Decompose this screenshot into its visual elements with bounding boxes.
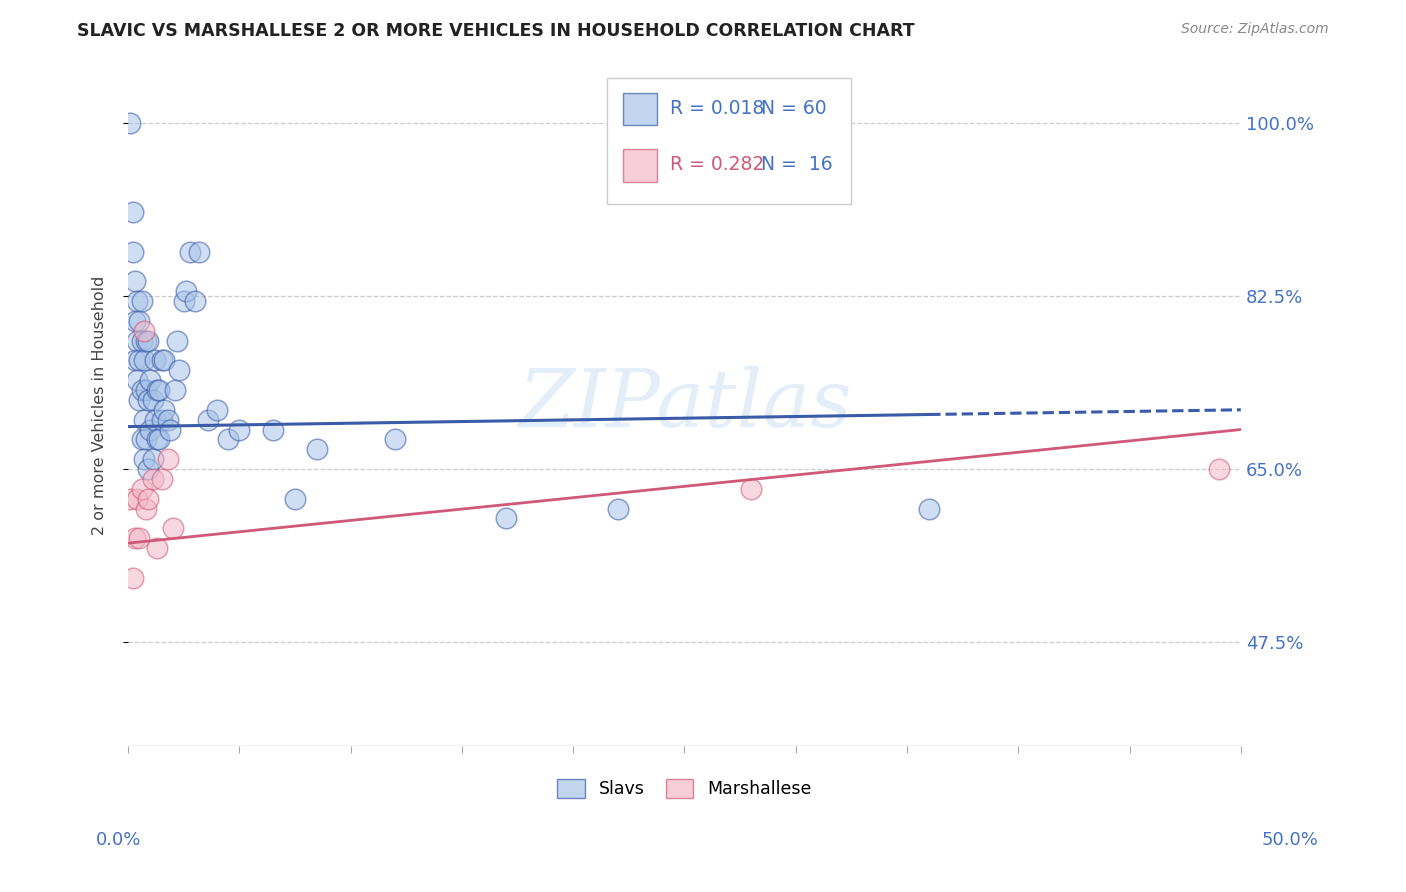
Point	[307, 442, 329, 457]
Y-axis label: 2 or more Vehicles in Household: 2 or more Vehicles in Household	[93, 275, 107, 534]
Point	[188, 244, 211, 259]
Point	[136, 462, 159, 476]
Point	[121, 205, 143, 219]
Point	[918, 501, 941, 516]
Point	[139, 373, 162, 387]
Point	[173, 294, 195, 309]
Text: ZIPatlas: ZIPatlas	[517, 366, 851, 443]
Point	[142, 452, 165, 467]
Point	[148, 433, 170, 447]
Point	[159, 423, 181, 437]
Point	[495, 511, 517, 525]
Text: N = 60: N = 60	[761, 99, 827, 118]
Point	[197, 412, 219, 426]
Point	[132, 324, 155, 338]
Point	[143, 353, 166, 368]
Point	[1208, 462, 1230, 476]
Point	[284, 491, 307, 506]
Text: SLAVIC VS MARSHALLESE 2 OR MORE VEHICLES IN HOUSEHOLD CORRELATION CHART: SLAVIC VS MARSHALLESE 2 OR MORE VEHICLES…	[77, 22, 915, 40]
Point	[150, 412, 173, 426]
Point	[217, 433, 239, 447]
Point	[146, 383, 169, 397]
Point	[148, 383, 170, 397]
Point	[124, 274, 146, 288]
Point	[139, 423, 162, 437]
Point	[136, 334, 159, 348]
Point	[157, 452, 180, 467]
Point	[124, 531, 146, 545]
Point	[128, 353, 150, 368]
Point	[125, 491, 148, 506]
Point	[135, 501, 157, 516]
Text: Source: ZipAtlas.com: Source: ZipAtlas.com	[1181, 22, 1329, 37]
Point	[125, 373, 148, 387]
Point	[128, 531, 150, 545]
Point	[124, 353, 146, 368]
Point	[740, 482, 762, 496]
Point	[135, 383, 157, 397]
Text: N =  16: N = 16	[761, 155, 832, 175]
Text: R = 0.018: R = 0.018	[671, 99, 765, 118]
Point	[146, 541, 169, 555]
Point	[143, 412, 166, 426]
Point	[135, 433, 157, 447]
Point	[146, 433, 169, 447]
FancyBboxPatch shape	[606, 78, 852, 203]
Point	[125, 334, 148, 348]
Point	[262, 423, 284, 437]
Point	[152, 402, 174, 417]
Point	[128, 392, 150, 407]
Point	[166, 334, 188, 348]
Point	[142, 472, 165, 486]
Point	[132, 353, 155, 368]
Point	[131, 294, 153, 309]
Point	[135, 334, 157, 348]
Point	[150, 472, 173, 486]
Point	[169, 363, 191, 377]
Point	[228, 423, 250, 437]
Point	[162, 521, 184, 535]
Text: 50.0%: 50.0%	[1263, 831, 1319, 849]
Point	[132, 452, 155, 467]
Point	[205, 402, 228, 417]
Point	[136, 491, 159, 506]
Point	[131, 433, 153, 447]
Point	[132, 412, 155, 426]
Point	[179, 244, 201, 259]
Point	[157, 412, 180, 426]
Point	[384, 433, 406, 447]
Text: 0.0%: 0.0%	[96, 831, 141, 849]
Point	[121, 244, 143, 259]
FancyBboxPatch shape	[623, 149, 657, 182]
Point	[152, 353, 174, 368]
Point	[128, 314, 150, 328]
Point	[150, 353, 173, 368]
Point	[131, 383, 153, 397]
Point	[142, 392, 165, 407]
Point	[184, 294, 207, 309]
Point	[125, 294, 148, 309]
Point	[174, 285, 197, 299]
Point	[131, 334, 153, 348]
Point	[136, 392, 159, 407]
Point	[120, 116, 142, 130]
Point	[163, 383, 186, 397]
Point	[120, 491, 142, 506]
Point	[121, 571, 143, 585]
FancyBboxPatch shape	[623, 93, 657, 126]
Point	[131, 482, 153, 496]
Point	[606, 501, 628, 516]
Legend: Slavs, Marshallese: Slavs, Marshallese	[550, 772, 818, 805]
Text: R = 0.282: R = 0.282	[671, 155, 765, 175]
Point	[124, 314, 146, 328]
